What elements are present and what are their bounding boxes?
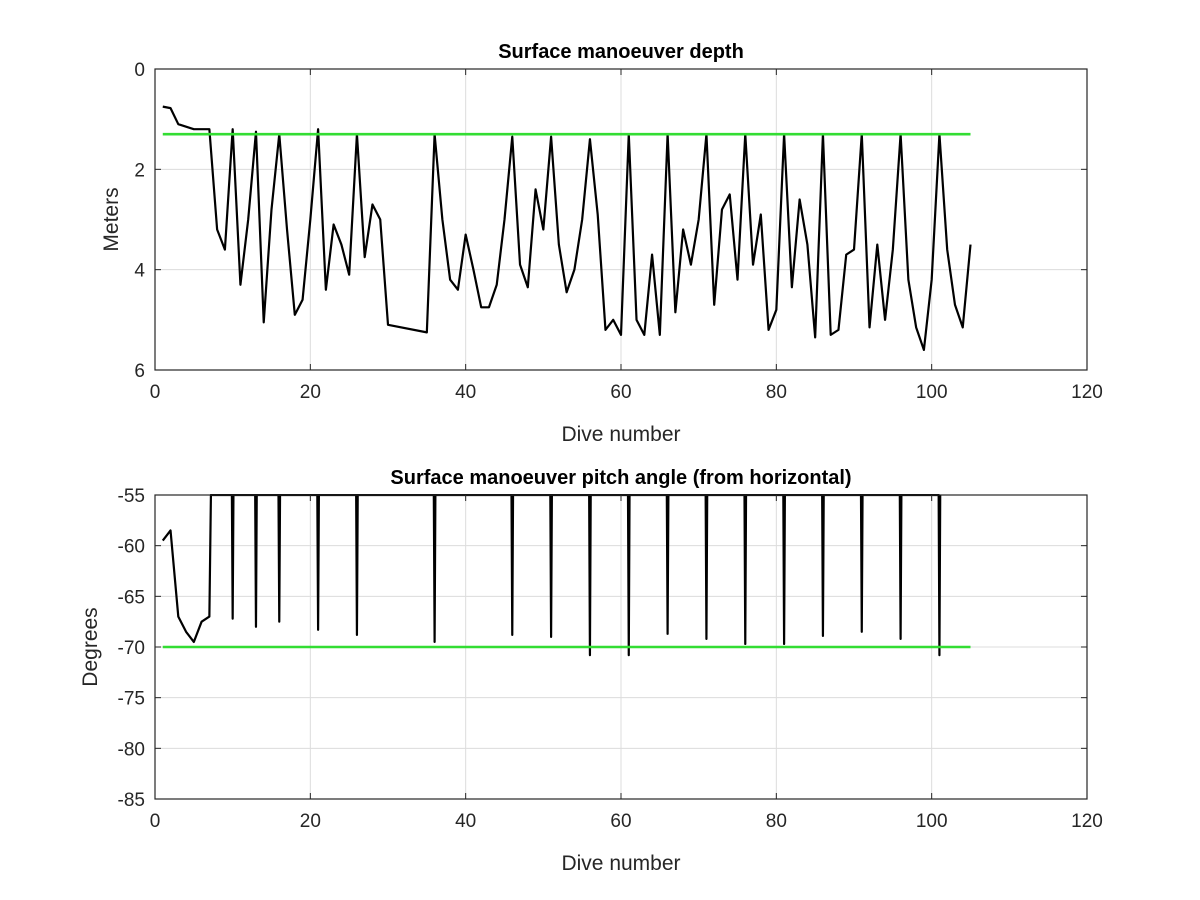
depth-series bbox=[162, 105, 972, 352]
pitch-y-tick-label: -80 bbox=[118, 739, 145, 760]
pitch-chart: 0 20 40 60 80 100 120 -55 -60 -65 -70 -75 -80 -85 Su… bbox=[79, 467, 1103, 875]
pitch-series bbox=[161, 494, 971, 657]
pitch-chart-title: Surface manoeuver pitch angle (from hori… bbox=[390, 467, 851, 489]
depth-y-tick-label: 0 bbox=[134, 60, 145, 81]
depth-series-line bbox=[162, 105, 972, 352]
pitch-y-tick-label: -75 bbox=[118, 689, 145, 710]
pitch-x-ticks: 0 20 40 60 80 100 120 bbox=[150, 495, 1103, 832]
pitch-y-tick-label: -85 bbox=[118, 790, 145, 811]
depth-x-tick-label: 20 bbox=[300, 382, 321, 403]
pitch-y-tick-label: -70 bbox=[118, 638, 145, 659]
pitch-x-tick-label: 0 bbox=[150, 811, 161, 832]
depth-x-tick-label: 80 bbox=[766, 382, 787, 403]
depth-x-tick-label: 120 bbox=[1071, 382, 1103, 403]
pitch-x-tick-label: 20 bbox=[300, 811, 321, 832]
pitch-x-tick-label: 80 bbox=[766, 811, 787, 832]
depth-chart: 0 20 40 60 80 100 120 0 2 4 6 Surface manoeuver d… bbox=[100, 41, 1103, 446]
pitch-x-tick-label: 60 bbox=[610, 811, 631, 832]
pitch-x-tick-label: 100 bbox=[916, 811, 948, 832]
pitch-x-tick-label: 40 bbox=[455, 811, 476, 832]
pitch-x-axis-label: Dive number bbox=[561, 852, 680, 875]
depth-y-tick-label: 2 bbox=[134, 160, 145, 181]
depth-gridlines bbox=[155, 69, 1087, 370]
pitch-y-tick-label: -55 bbox=[118, 486, 145, 507]
depth-chart-title: Surface manoeuver depth bbox=[498, 41, 744, 63]
depth-y-ticks: 0 2 4 6 bbox=[134, 60, 1087, 382]
pitch-y-axis-label: Degrees bbox=[79, 607, 102, 686]
depth-x-tick-label: 100 bbox=[916, 382, 948, 403]
depth-x-tick-label: 60 bbox=[610, 382, 631, 403]
depth-x-ticks: 0 20 40 60 80 100 120 bbox=[150, 69, 1103, 403]
depth-y-tick-label: 4 bbox=[134, 261, 145, 282]
depth-x-tick-label: 40 bbox=[455, 382, 476, 403]
pitch-x-tick-label: 120 bbox=[1071, 811, 1103, 832]
depth-y-axis-label: Meters bbox=[100, 187, 123, 251]
depth-x-tick-label: 0 bbox=[150, 382, 161, 403]
pitch-y-tick-label: -65 bbox=[118, 587, 145, 608]
pitch-y-tick-label: -60 bbox=[118, 537, 145, 558]
depth-y-tick-label: 6 bbox=[134, 361, 145, 382]
depth-x-axis-label: Dive number bbox=[561, 423, 680, 446]
pitch-series-line bbox=[161, 494, 942, 657]
pitch-y-ticks: -55 -60 -65 -70 -75 -80 -85 bbox=[118, 486, 1087, 811]
